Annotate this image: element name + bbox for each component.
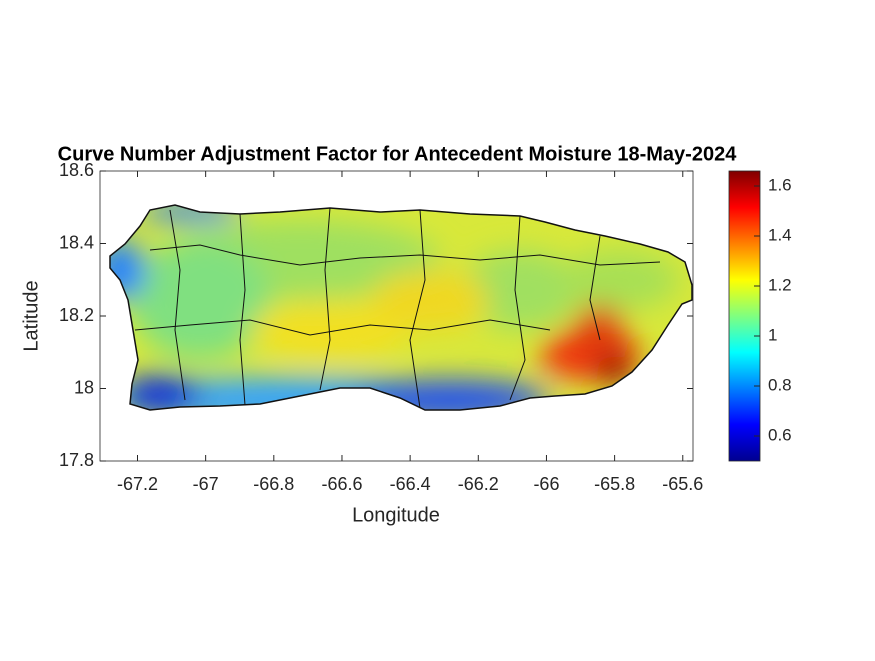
x-tick-label: -66 bbox=[533, 474, 559, 494]
colorbar-tick-label: 1.2 bbox=[768, 275, 792, 294]
y-tick-label: 17.8 bbox=[59, 450, 94, 470]
y-tick-label: 18 bbox=[74, 377, 94, 397]
colorbar-tick-label: 1.6 bbox=[768, 175, 792, 194]
x-tick-label: -66.6 bbox=[321, 474, 362, 494]
y-tick-label: 18.4 bbox=[59, 232, 94, 252]
y-tick-label: 18.2 bbox=[59, 305, 94, 325]
x-axis-label: Longitude bbox=[352, 504, 440, 526]
x-tick-label: -66.4 bbox=[390, 474, 431, 494]
colorbar-tick-label: 0.8 bbox=[768, 375, 792, 394]
x-tick-label: -65.8 bbox=[594, 474, 635, 494]
y-axis-label: Latitude bbox=[20, 280, 42, 351]
colorbar-tick-label: 1.4 bbox=[768, 225, 792, 244]
coastline bbox=[109, 204, 693, 411]
colorbar-tick-label: 0.6 bbox=[768, 425, 792, 444]
y-tick-label: 18.6 bbox=[59, 160, 94, 180]
x-tick-label: -65.6 bbox=[662, 474, 703, 494]
x-tick-label: -66.2 bbox=[458, 474, 499, 494]
x-tick-label: -67.2 bbox=[117, 474, 158, 494]
municipal-borders bbox=[134, 207, 661, 409]
colorbar-tick-label: 1 bbox=[768, 325, 777, 344]
x-tick-label: -66.8 bbox=[253, 474, 294, 494]
chart-title: Curve Number Adjustment Factor for Antec… bbox=[58, 143, 738, 165]
x-tick-label: -67 bbox=[193, 474, 219, 494]
colorbar bbox=[728, 170, 761, 462]
